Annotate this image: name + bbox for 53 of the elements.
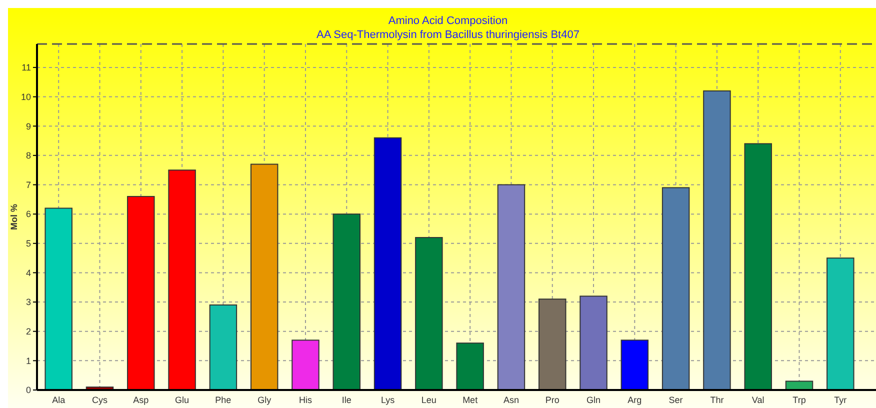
y-tick-label: 2	[26, 326, 31, 337]
y-axis-title: Mol %	[9, 204, 19, 230]
bar	[374, 137, 402, 390]
x-tick-label: Gln	[586, 395, 601, 405]
bar	[703, 90, 731, 390]
chart-title: Amino Acid Composition	[388, 15, 508, 27]
x-tick-label: Leu	[421, 395, 436, 405]
y-tick-label: 1	[26, 356, 31, 366]
bar	[250, 164, 278, 390]
bar	[662, 187, 690, 390]
y-tick-label: 0	[26, 385, 31, 396]
bar	[538, 298, 566, 390]
y-tick-label: 8	[26, 150, 31, 161]
x-tick-label: Asp	[133, 395, 149, 405]
y-tick-label: 9	[26, 121, 31, 132]
bar	[44, 208, 72, 390]
chart-subtitle: AA Seq-Thermolysin from Bacillus thuringiensis Bt407	[316, 29, 580, 41]
x-tick-label: Phe	[215, 395, 232, 405]
y-tick-label: 4	[26, 268, 31, 278]
bar	[168, 170, 196, 390]
x-tick-label: Glu	[175, 395, 190, 405]
bar	[744, 143, 772, 390]
x-tick-label: Met	[462, 395, 478, 405]
x-tick-label: Ser	[668, 395, 683, 405]
x-tick-label: Lys	[380, 395, 396, 405]
y-tick-label: 10	[20, 92, 31, 102]
x-tick-label: Thr	[710, 395, 724, 405]
x-tick-label: Val	[752, 395, 764, 405]
x-tick-label: Pro	[545, 395, 560, 405]
x-tick-label: Cys	[92, 395, 108, 405]
bar	[332, 214, 361, 390]
y-tick-label: 5	[26, 238, 31, 249]
bar	[456, 342, 484, 390]
y-tick-label: 3	[26, 297, 31, 308]
bar	[415, 237, 443, 390]
bar	[209, 304, 238, 390]
bar	[497, 184, 526, 390]
bar	[127, 196, 155, 390]
x-tick-label: Ile	[342, 395, 352, 405]
y-tick-label: 7	[26, 180, 31, 190]
y-tick-label: 6	[26, 209, 31, 220]
x-tick-label: Trp	[792, 395, 806, 405]
x-tick-label: His	[298, 395, 312, 405]
x-tick-label: Gly	[258, 395, 272, 405]
x-tick-label: Ala	[52, 395, 66, 405]
x-tick-label: Arg	[628, 395, 642, 405]
bar	[620, 340, 649, 390]
x-tick-label: Tyr	[834, 395, 847, 405]
bar	[292, 340, 320, 390]
bar	[826, 258, 854, 390]
y-tick-label: 11	[22, 62, 31, 73]
bar	[580, 296, 608, 390]
x-tick-label: Asn	[503, 395, 519, 405]
